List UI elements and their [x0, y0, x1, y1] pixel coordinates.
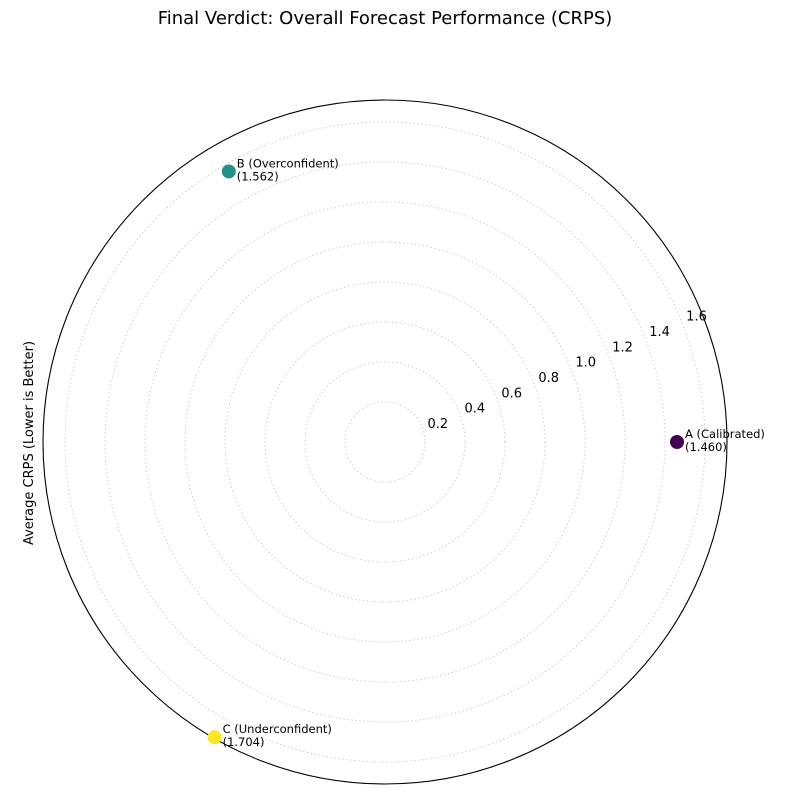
point-label: C (Underconfident) (1.704) [223, 722, 332, 749]
chart-title: Final Verdict: Overall Forecast Performa… [158, 8, 613, 29]
radial-tick-labels: 0.2 0.4 0.6 0.8 1.0 1.2 1.4 1.6 [427, 310, 706, 432]
point-value: (1.460) [685, 440, 727, 454]
grid-rings [64, 121, 706, 763]
r-tick-label: 0.2 [427, 417, 448, 432]
grid-ring [184, 241, 586, 643]
point-value: (1.562) [237, 169, 279, 183]
polar-frame [42, 99, 728, 785]
point-name: B (Overconfident) [237, 156, 339, 170]
r-tick-label: 0.6 [501, 386, 522, 401]
point-label: B (Overconfident) (1.562) [237, 156, 339, 183]
r-tick-label: 1.2 [612, 340, 633, 355]
y-axis-label: Average CRPS (Lower is Better) [22, 341, 37, 545]
grid-ring [304, 361, 466, 523]
grid-ring [344, 401, 426, 483]
grid-ring [64, 121, 706, 763]
r-tick-label: 0.8 [538, 371, 559, 386]
point-value: (1.704) [223, 735, 265, 749]
grid-ring [264, 321, 506, 563]
r-tick-label: 1.6 [686, 310, 707, 325]
r-tick-label: 1.0 [575, 356, 596, 371]
data-point [670, 435, 684, 449]
point-name: A (Calibrated) [685, 427, 765, 441]
r-tick-label: 1.4 [649, 325, 670, 340]
data-points: A (Calibrated) (1.460)B (Overconfident) (1… [207, 156, 765, 749]
point-name: C (Underconfident) [223, 722, 332, 736]
point-label: A (Calibrated) (1.460) [685, 427, 765, 454]
r-tick-label: 0.4 [464, 402, 485, 417]
grid-ring [144, 201, 626, 683]
grid-ring [224, 281, 546, 603]
data-point [221, 164, 236, 179]
data-point [207, 730, 222, 745]
grid-ring [104, 161, 666, 723]
